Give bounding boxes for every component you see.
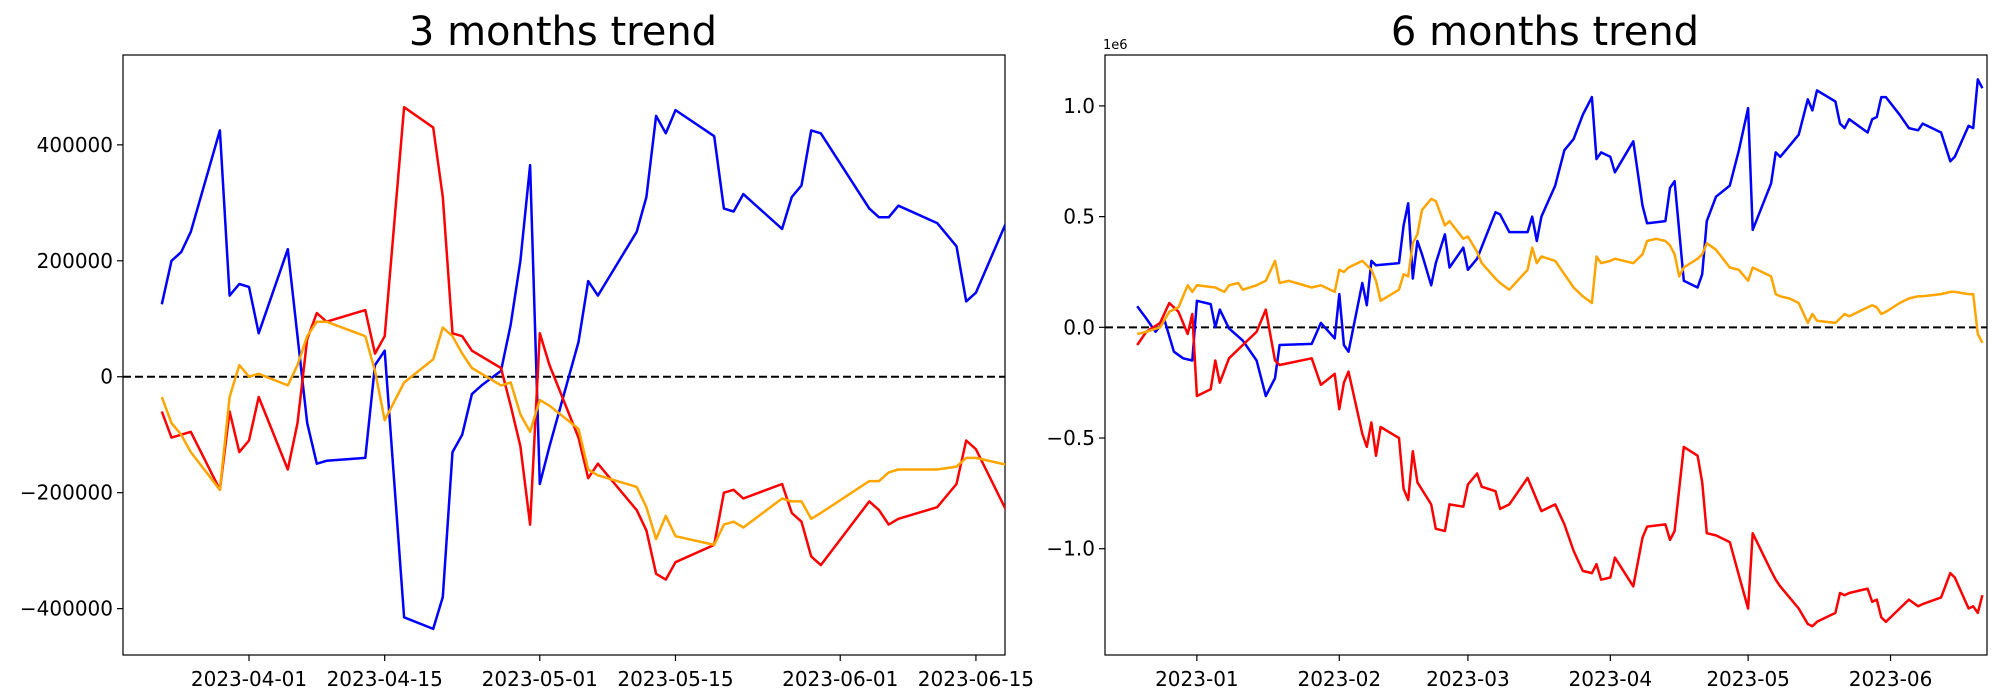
y-offset-label: 1e6: [1103, 38, 1128, 53]
y-tick-label: 0.5: [1063, 205, 1095, 229]
series-line-2: [160, 105, 1005, 581]
x-tick-label: 2023-05-01: [482, 667, 598, 691]
y-tick-label: −200000: [20, 481, 113, 505]
x-tick-label: 2023-05: [1706, 667, 1790, 691]
series-line-3: [160, 320, 1005, 547]
x-tick-label: 2023-06-15: [918, 667, 1034, 691]
y-tick-label: 0: [100, 365, 113, 389]
y-tick-label: 1.0: [1063, 94, 1095, 118]
plot-area-frame: [1104, 54, 1988, 656]
chart-title: 3 months trend: [409, 9, 717, 55]
x-tick-label: 2023-06-01: [782, 667, 898, 691]
x-tick-label: 2023-01: [1155, 667, 1239, 691]
x-tick-label: 2023-03: [1426, 667, 1510, 691]
y-tick-label: 0.0: [1063, 315, 1095, 339]
series-line-1: [1136, 78, 1984, 398]
plot-area-frame: [122, 54, 1006, 656]
x-tick-label: 2023-04-01: [191, 667, 307, 691]
chart-6-months: 6 months trend −1.0 −0.5 0.0 0.5 1.0 2023-01 2…: [1046, 9, 1988, 691]
series-line-3: [1136, 197, 1984, 344]
x-tick-label: 2023-04-15: [327, 667, 443, 691]
y-tick-label: −1.0: [1046, 537, 1095, 561]
series-line-2: [1136, 301, 1984, 628]
x-tick-label: 2023-06: [1849, 667, 1933, 691]
y-tick-label: 200000: [37, 249, 113, 273]
x-tick-label: 2023-04: [1569, 667, 1653, 691]
chart-title: 6 months trend: [1391, 9, 1699, 55]
y-tick-label: 400000: [37, 133, 113, 157]
x-tick-label: 2023-02: [1297, 667, 1381, 691]
x-tick-label: 2023-05-15: [617, 667, 733, 691]
y-tick-label: −400000: [20, 597, 113, 621]
y-tick-label: −0.5: [1046, 426, 1095, 450]
chart-3-months: 3 months trend −400000 −200000 0 200000 4000…: [20, 9, 1034, 691]
series-line-1: [160, 108, 1005, 631]
